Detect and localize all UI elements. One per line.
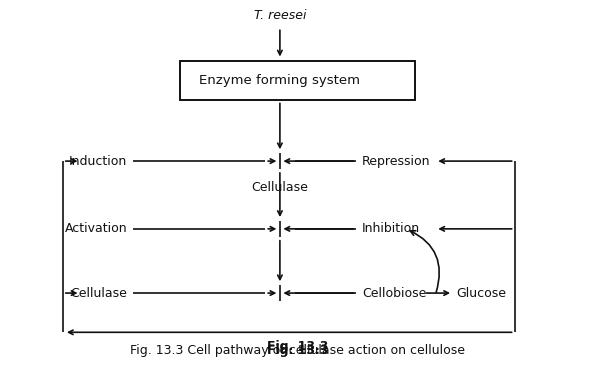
Text: Repression: Repression [362,155,431,168]
Text: Fig. 13.3: Fig. 13.3 [267,340,328,353]
Text: Cellulase: Cellulase [252,181,308,194]
Text: Glucose: Glucose [456,287,506,300]
FancyBboxPatch shape [180,61,415,100]
Text: Fig. 13.3 Cell pathway of cellulase action on cellulose: Fig. 13.3 Cell pathway of cellulase acti… [130,344,465,357]
Text: Inhibition: Inhibition [362,222,420,235]
Text: Enzyme forming system: Enzyme forming system [199,74,361,87]
Text: Cellobiose: Cellobiose [362,287,427,300]
Text: Activation: Activation [65,222,127,235]
Text: T. reesei: T. reesei [253,9,306,22]
Text: Induction: Induction [69,155,127,168]
Text: Cellulase: Cellulase [70,287,127,300]
Text: Fig. 13.3: Fig. 13.3 [267,344,328,357]
